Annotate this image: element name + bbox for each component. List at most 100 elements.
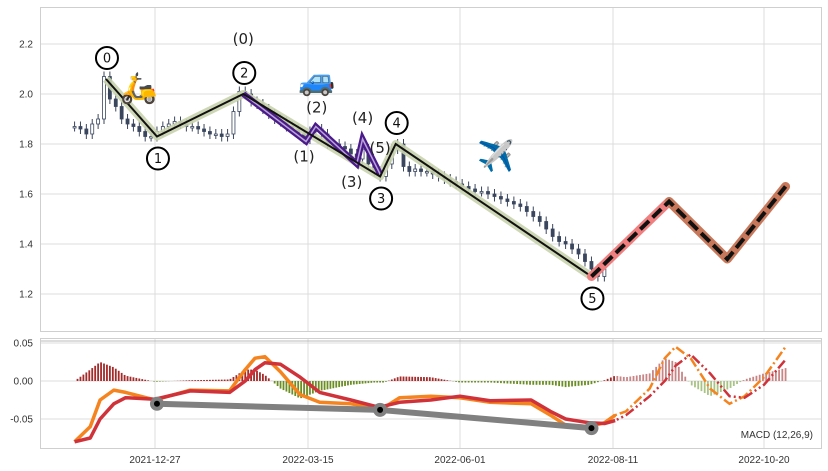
histogram-bar [223,379,226,381]
histogram-bar [111,366,114,381]
x-tick-label: 2022-03-15 [282,455,334,466]
histogram-bar [402,376,405,381]
macd-panel [73,345,787,444]
histogram-bar [185,380,188,381]
histogram-bar [126,376,129,381]
divergence-dot [588,425,595,432]
histogram-bar [282,381,285,391]
histogram-bar [645,373,648,381]
histogram-bar [191,380,194,381]
histogram-bar [626,377,628,381]
histogram-bar [458,381,460,383]
histogram-bar [545,381,548,385]
histogram-bar [512,381,515,384]
histogram-bar [668,359,670,381]
histogram-bar [214,379,217,381]
histogram-bar [88,370,91,381]
histogram-bar [431,377,434,381]
signal-projection-line [604,352,787,425]
histogram-bar [480,381,483,383]
divergence-dot [377,406,384,413]
candle-body [583,253,587,262]
histogram-bar [687,381,690,382]
candle-body [348,148,353,155]
histogram-bar [85,372,88,381]
divergence-dot [153,400,160,407]
wave-label: 1 [154,152,162,167]
candle-body [531,211,536,217]
histogram-bar [332,381,335,389]
histogram-bar [700,381,703,392]
histogram-bar [420,376,422,381]
histogram-bar [778,369,780,381]
histogram-bar [729,381,732,388]
histogram-bar [642,374,645,381]
histogram-bar [297,381,300,398]
histogram-bar [303,381,305,397]
histogram-bar [132,377,135,381]
candle-body [524,206,529,212]
histogram-bar [580,381,583,386]
macd-y-tick-label: 0.00 [14,377,34,388]
candle-body [213,133,218,136]
x-tick-label: 2022-10-20 [738,455,790,466]
wave-label-circle [145,146,170,171]
subwave-label: (1) [293,148,314,166]
histogram-bar [571,381,573,387]
candle-body [219,133,224,137]
subwave-label: (2) [306,99,327,117]
histogram-bar [347,381,349,386]
histogram-bar [306,381,308,396]
histogram-bar [264,375,267,381]
histogram-bar [768,372,771,381]
wave-label: 0 [103,52,111,67]
histogram-bar [474,381,476,383]
wave-label-circle [384,111,409,135]
histogram-bar [344,381,346,386]
macd-projection-line [603,345,787,424]
histogram-bar [361,381,364,384]
candle-body [499,196,503,200]
histogram-bar [529,381,531,385]
candle-body [208,131,212,135]
histogram-bar [352,381,355,385]
histogram-bar [684,376,687,381]
histogram-bar [503,381,506,384]
candle-body [563,241,568,245]
histogram-bar [320,381,323,391]
candle-body [505,198,510,202]
candle-body [401,143,406,167]
scooter-emoji-icon: 🛵 [120,71,157,106]
x-tick-label: 2022-08-11 [588,455,639,466]
histogram-bar [532,381,535,385]
candle-body [589,261,594,270]
candle-body [570,243,574,250]
histogram-bar [267,378,270,381]
histogram-bar [455,381,458,382]
histogram-bar [732,381,735,386]
wave-label-circle [580,286,605,311]
histogram-bar [774,370,777,381]
histogram-bar [82,374,85,381]
histogram-bar [197,380,200,381]
histogram-bar [564,381,567,388]
wave-line [105,78,593,278]
histogram-bar [496,381,499,383]
histogram-bar [76,378,79,381]
histogram-bar [373,381,376,383]
candle-body [84,128,89,135]
wave-label-circle [94,46,119,70]
histogram-bar [326,381,329,390]
candle-body [343,146,347,150]
histogram-bar [379,381,382,383]
histogram-bar [470,381,473,383]
histogram-bar [244,369,247,381]
histogram-bar [229,378,232,381]
candle-body [78,126,83,130]
histogram-bar [742,380,745,381]
histogram-bar [506,381,509,384]
y-tick-label: 2.2 [19,40,33,51]
candle-body [137,126,142,132]
histogram-bar [323,381,326,390]
histogram-bar [335,381,338,388]
